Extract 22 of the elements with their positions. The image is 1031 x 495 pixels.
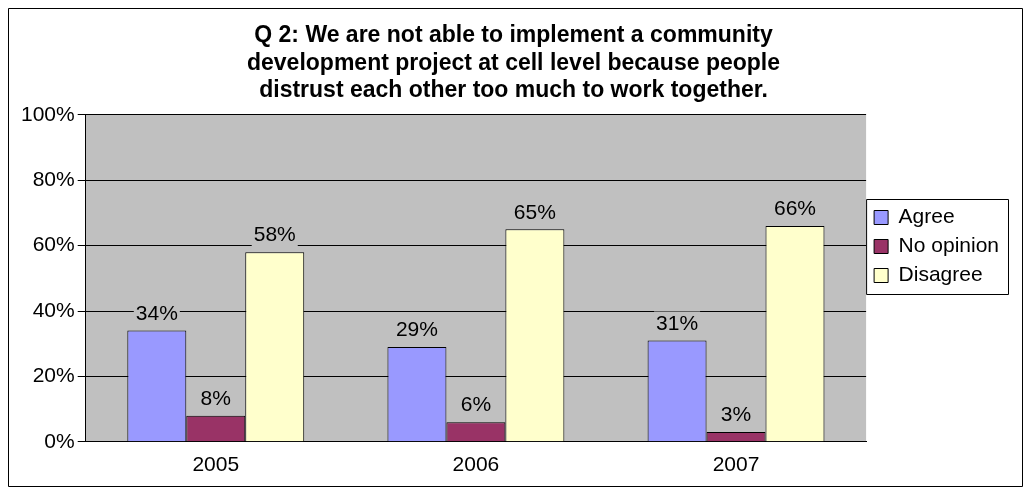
legend-label: Disagree <box>898 262 983 286</box>
y-tick-label: 100% <box>20 101 75 125</box>
legend-label: No opinion <box>898 233 999 257</box>
data-label: 8% <box>200 385 231 409</box>
data-label: 58% <box>253 222 296 246</box>
data-label: 29% <box>395 317 438 341</box>
data-label: 6% <box>460 392 492 416</box>
legend-label: Agree <box>898 204 955 228</box>
data-label: 31% <box>656 310 699 334</box>
data-label: 34% <box>135 300 178 324</box>
data-label: 66% <box>773 196 817 220</box>
x-tick-label: 2005 <box>192 452 240 476</box>
y-tick-label: 20% <box>32 363 75 387</box>
y-tick-label: 0% <box>44 428 75 452</box>
data-label: 3% <box>720 402 752 426</box>
x-tick-label: 2006 <box>452 452 500 476</box>
y-tick-label: 80% <box>32 167 75 190</box>
y-tick-label: 40% <box>32 297 75 321</box>
x-tick-label: 2007 <box>712 452 760 476</box>
y-tick-label: 60% <box>32 232 75 256</box>
data-label: 65% <box>513 199 556 223</box>
chart-title: Q 2: We are not able to implement a community development project at cell level because people distrust each other too much to work together. <box>246 21 781 103</box>
